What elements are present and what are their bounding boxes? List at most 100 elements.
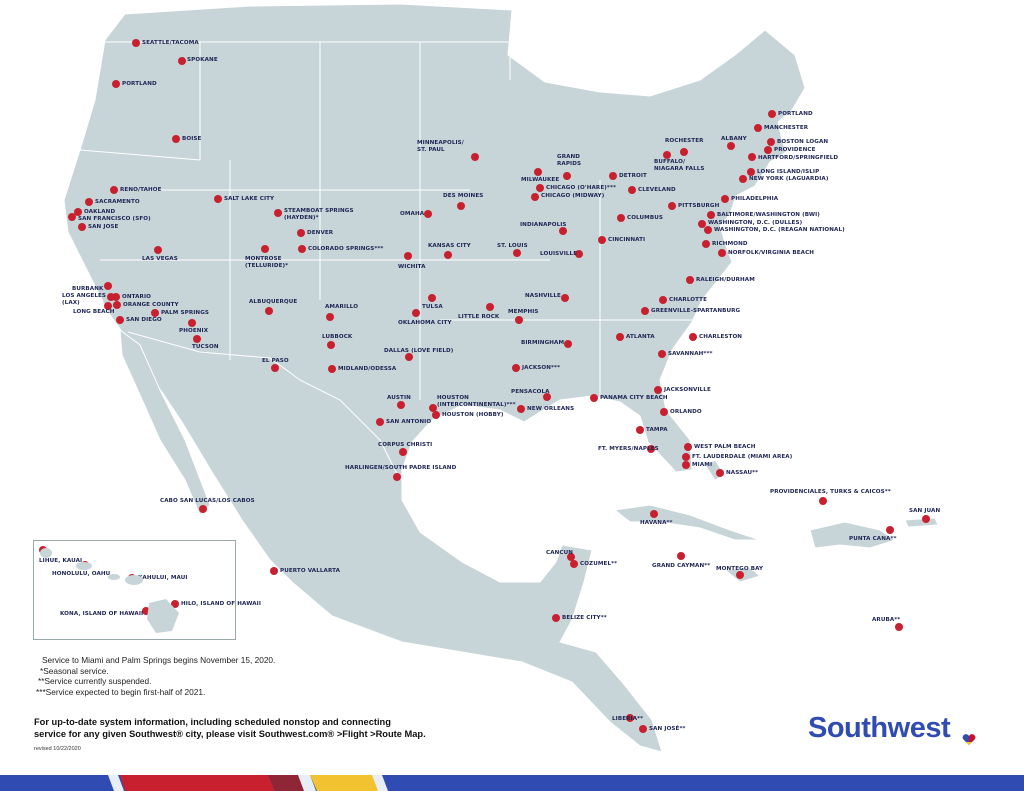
city-marker[interactable] — [552, 614, 560, 622]
city-marker[interactable] — [764, 146, 772, 154]
city-marker[interactable] — [178, 57, 186, 65]
city-marker[interactable] — [654, 386, 662, 394]
city-marker[interactable] — [922, 515, 930, 523]
city-marker[interactable] — [486, 303, 494, 311]
city-marker[interactable] — [172, 135, 180, 143]
city-marker[interactable] — [682, 461, 690, 469]
city-marker[interactable] — [412, 309, 420, 317]
city-marker[interactable] — [154, 246, 162, 254]
city-marker[interactable] — [698, 220, 706, 228]
city-marker[interactable] — [639, 725, 647, 733]
city-marker[interactable] — [104, 302, 112, 310]
city-marker[interactable] — [636, 426, 644, 434]
city-marker[interactable] — [515, 316, 523, 324]
city-marker[interactable] — [116, 316, 124, 324]
city-marker[interactable] — [707, 211, 715, 219]
city-marker[interactable] — [214, 195, 222, 203]
city-marker[interactable] — [326, 313, 334, 321]
city-marker[interactable] — [559, 227, 567, 235]
city-marker[interactable] — [563, 172, 571, 180]
city-marker[interactable] — [112, 80, 120, 88]
city-marker[interactable] — [567, 553, 575, 561]
city-marker[interactable] — [513, 249, 521, 257]
city-marker[interactable] — [517, 405, 525, 413]
city-marker[interactable] — [432, 411, 440, 419]
city-marker[interactable] — [534, 168, 542, 176]
city-marker[interactable] — [171, 600, 179, 608]
city-marker[interactable] — [78, 223, 86, 231]
city-marker[interactable] — [512, 364, 520, 372]
city-marker[interactable] — [668, 202, 676, 210]
city-marker[interactable] — [112, 293, 120, 301]
city-marker[interactable] — [543, 393, 551, 401]
city-marker[interactable] — [110, 186, 118, 194]
city-marker[interactable] — [188, 319, 196, 327]
city-marker[interactable] — [327, 341, 335, 349]
city-marker[interactable] — [457, 202, 465, 210]
city-marker[interactable] — [609, 172, 617, 180]
city-marker[interactable] — [536, 184, 544, 192]
city-marker[interactable] — [658, 350, 666, 358]
city-marker[interactable] — [328, 365, 336, 373]
city-marker[interactable] — [721, 195, 729, 203]
city-marker[interactable] — [641, 307, 649, 315]
city-marker[interactable] — [564, 340, 572, 348]
city-marker[interactable] — [199, 505, 207, 513]
city-marker[interactable] — [598, 236, 606, 244]
city-marker[interactable] — [895, 623, 903, 631]
city-marker[interactable] — [428, 294, 436, 302]
city-marker[interactable] — [104, 282, 112, 290]
city-marker[interactable] — [405, 353, 413, 361]
city-marker[interactable] — [660, 408, 668, 416]
city-marker[interactable] — [702, 240, 710, 248]
city-marker[interactable] — [590, 394, 598, 402]
city-marker[interactable] — [736, 571, 744, 579]
city-marker[interactable] — [767, 138, 775, 146]
city-marker[interactable] — [429, 404, 437, 412]
city-marker[interactable] — [271, 364, 279, 372]
city-marker[interactable] — [686, 276, 694, 284]
city-marker[interactable] — [132, 39, 140, 47]
city-marker[interactable] — [397, 401, 405, 409]
city-marker[interactable] — [647, 445, 655, 453]
city-marker[interactable] — [261, 245, 269, 253]
city-marker[interactable] — [739, 175, 747, 183]
city-marker[interactable] — [570, 560, 578, 568]
city-marker[interactable] — [193, 335, 201, 343]
city-marker[interactable] — [768, 110, 776, 118]
city-marker[interactable] — [684, 443, 692, 451]
city-marker[interactable] — [677, 552, 685, 560]
city-marker[interactable] — [265, 307, 273, 315]
city-marker[interactable] — [85, 198, 93, 206]
city-marker[interactable] — [747, 168, 755, 176]
city-marker[interactable] — [298, 245, 306, 253]
city-marker[interactable] — [628, 186, 636, 194]
city-marker[interactable] — [113, 301, 121, 309]
city-marker[interactable] — [393, 473, 401, 481]
city-marker[interactable] — [270, 567, 278, 575]
city-marker[interactable] — [616, 333, 624, 341]
city-marker[interactable] — [626, 714, 634, 722]
city-marker[interactable] — [819, 497, 827, 505]
city-marker[interactable] — [689, 333, 697, 341]
city-marker[interactable] — [68, 213, 76, 221]
city-marker[interactable] — [663, 151, 671, 159]
city-marker[interactable] — [561, 294, 569, 302]
city-marker[interactable] — [444, 251, 452, 259]
city-marker[interactable] — [399, 448, 407, 456]
city-marker[interactable] — [531, 193, 539, 201]
city-marker[interactable] — [471, 153, 479, 161]
city-marker[interactable] — [376, 418, 384, 426]
city-marker[interactable] — [297, 229, 305, 237]
city-marker[interactable] — [754, 124, 762, 132]
city-marker[interactable] — [142, 607, 150, 615]
city-marker[interactable] — [274, 209, 282, 217]
city-marker[interactable] — [650, 510, 658, 518]
city-marker[interactable] — [680, 148, 688, 156]
city-marker[interactable] — [617, 214, 625, 222]
city-marker[interactable] — [404, 252, 412, 260]
city-marker[interactable] — [151, 309, 159, 317]
city-marker[interactable] — [886, 526, 894, 534]
city-marker[interactable] — [748, 153, 756, 161]
city-marker[interactable] — [718, 249, 726, 257]
